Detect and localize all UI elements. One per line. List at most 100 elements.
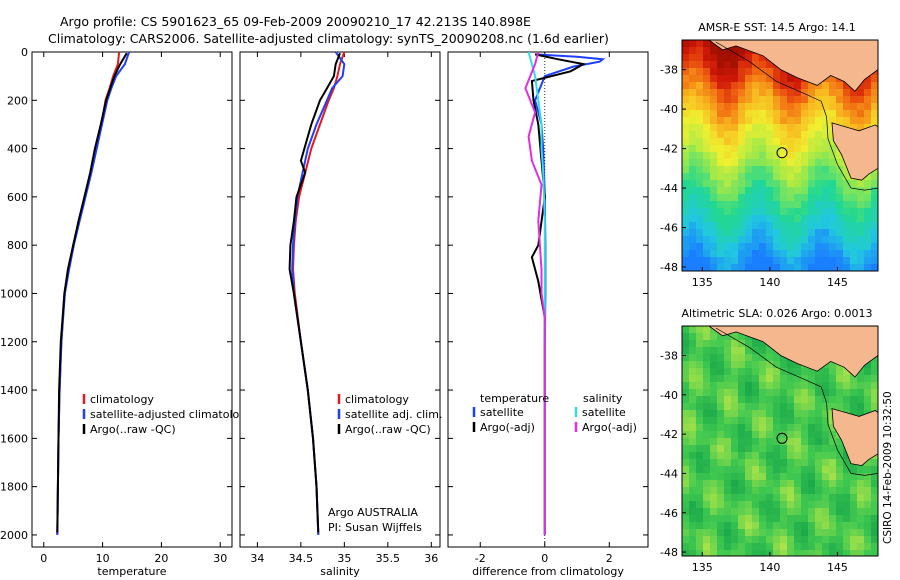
field-cell	[731, 438, 739, 446]
field-cell	[724, 389, 732, 397]
field-cell	[689, 103, 697, 111]
field-cell	[843, 201, 851, 209]
field-cell	[794, 250, 802, 258]
field-cell	[724, 494, 732, 502]
field-cell	[710, 152, 718, 160]
field-cell	[801, 452, 809, 460]
field-cell	[836, 550, 844, 556]
field-cell	[703, 208, 711, 216]
field-cell	[689, 459, 697, 467]
field-cell	[752, 368, 760, 376]
field-cell	[801, 96, 809, 104]
field-cell	[689, 82, 697, 90]
field-cell	[822, 375, 830, 383]
field-cell	[780, 501, 788, 509]
field-cell	[745, 68, 753, 76]
field-cell	[829, 501, 837, 509]
field-cell	[752, 257, 760, 265]
field-cell	[808, 431, 816, 439]
field-cell	[766, 466, 774, 474]
field-cell	[815, 480, 823, 488]
field-cell	[703, 61, 711, 69]
field-cell	[724, 403, 732, 411]
field-cell	[787, 494, 795, 502]
field-cell	[780, 473, 788, 481]
field-cell	[773, 89, 781, 97]
field-cell	[682, 431, 690, 439]
field-cell	[787, 159, 795, 167]
field-cell	[696, 173, 704, 181]
field-cell	[696, 243, 704, 251]
series-line	[524, 51, 546, 535]
field-cell	[794, 529, 802, 537]
field-cell	[696, 347, 704, 355]
field-cell	[787, 536, 795, 544]
field-cell	[836, 480, 844, 488]
field-cell	[843, 257, 851, 265]
field-cell	[752, 215, 760, 223]
field-cell	[703, 117, 711, 125]
field-cell	[682, 501, 690, 509]
field-cell	[864, 75, 872, 83]
field-cell	[864, 82, 872, 90]
field-cell	[787, 138, 795, 146]
field-cell	[738, 361, 746, 369]
field-cell	[731, 361, 739, 369]
field-cell	[738, 229, 746, 237]
field-cell	[843, 382, 851, 390]
field-cell	[738, 173, 746, 181]
field-cell	[787, 187, 795, 195]
field-cell	[689, 54, 697, 62]
field-cell	[738, 187, 746, 195]
field-cell	[780, 264, 788, 271]
field-cell	[864, 382, 872, 390]
field-cell	[773, 438, 781, 446]
field-cell	[731, 208, 739, 216]
x-tick-label: 0	[541, 552, 548, 565]
field-cell	[703, 243, 711, 251]
field-cell	[696, 515, 704, 523]
field-cell	[703, 229, 711, 237]
field-cell	[738, 382, 746, 390]
field-cell	[801, 257, 809, 265]
field-cell	[682, 215, 690, 223]
field-cell	[843, 96, 851, 104]
field-cell	[745, 222, 753, 230]
field-cell	[843, 89, 851, 97]
field-cell	[752, 159, 760, 167]
field-cell	[815, 410, 823, 418]
field-cell	[864, 403, 872, 411]
field-cell	[780, 236, 788, 244]
field-cell	[801, 375, 809, 383]
field-cell	[815, 208, 823, 216]
field-cell	[759, 494, 767, 502]
field-cell	[703, 257, 711, 265]
field-cell	[773, 445, 781, 453]
field-cell	[717, 522, 725, 530]
field-cell	[710, 515, 718, 523]
legend-heading: salinity	[583, 392, 623, 405]
field-cell	[794, 75, 802, 83]
field-cell	[829, 201, 837, 209]
field-cell	[696, 473, 704, 481]
field-cell	[682, 82, 690, 90]
field-cell	[759, 480, 767, 488]
field-cell	[717, 61, 725, 69]
field-cell	[724, 424, 732, 432]
field-cell	[829, 180, 837, 188]
field-cell	[745, 375, 753, 383]
field-cell	[724, 396, 732, 404]
field-cell	[843, 536, 851, 544]
field-cell	[773, 166, 781, 174]
field-cell	[738, 417, 746, 425]
field-cell	[710, 159, 718, 167]
field-cell	[689, 243, 697, 251]
field-cell	[787, 543, 795, 551]
field-cell	[724, 466, 732, 474]
field-cell	[780, 417, 788, 425]
field-cell	[745, 536, 753, 544]
field-cell	[794, 180, 802, 188]
field-cell	[829, 536, 837, 544]
